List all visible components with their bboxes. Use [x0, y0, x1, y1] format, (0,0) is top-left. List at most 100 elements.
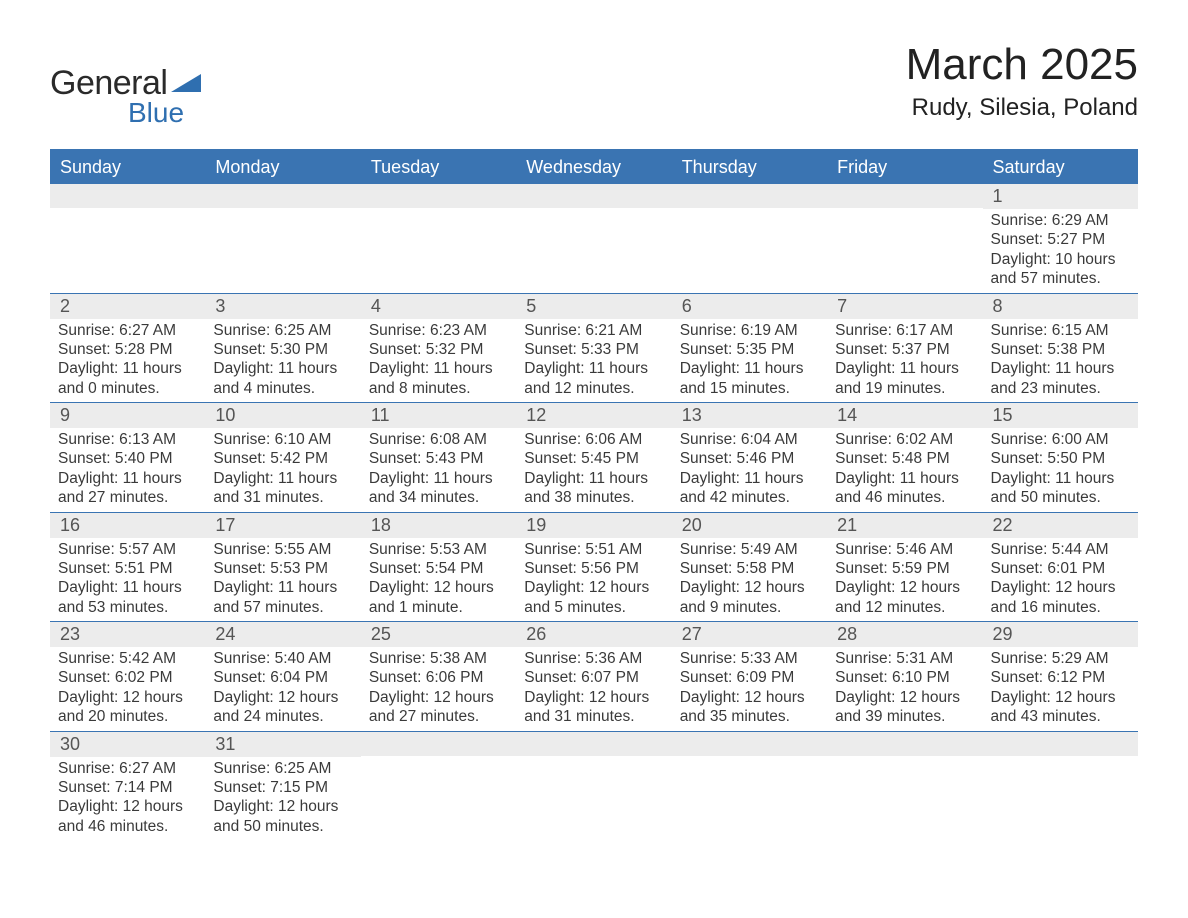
day-number [50, 184, 205, 208]
sunset-text: Sunset: 5:28 PM [58, 340, 197, 359]
daylight-text: Daylight: 11 hours [213, 469, 352, 488]
calendar-day: 13Sunrise: 6:04 AMSunset: 5:46 PMDayligh… [672, 403, 827, 512]
daylight-text: and 35 minutes. [680, 707, 819, 726]
daylight-text: Daylight: 12 hours [58, 688, 197, 707]
day-number: 9 [50, 403, 205, 428]
day-number: 24 [205, 622, 360, 647]
daylight-text: Daylight: 11 hours [58, 469, 197, 488]
day-details: Sunrise: 5:31 AMSunset: 6:10 PMDaylight:… [827, 647, 982, 727]
day-number: 31 [205, 732, 360, 757]
day-number: 29 [983, 622, 1138, 647]
daylight-text: Daylight: 12 hours [680, 688, 819, 707]
day-number: 11 [361, 403, 516, 428]
weekday-header: Tuesday [361, 151, 516, 184]
day-number: 15 [983, 403, 1138, 428]
day-number: 26 [516, 622, 671, 647]
calendar-day [672, 184, 827, 293]
sunset-text: Sunset: 6:09 PM [680, 668, 819, 687]
daylight-text: and 23 minutes. [991, 379, 1130, 398]
weekday-header: Sunday [50, 151, 205, 184]
sunrise-text: Sunrise: 6:23 AM [369, 321, 508, 340]
daylight-text: and 5 minutes. [524, 598, 663, 617]
sunrise-text: Sunrise: 6:08 AM [369, 430, 508, 449]
daylight-text: and 39 minutes. [835, 707, 974, 726]
calendar-day: 16Sunrise: 5:57 AMSunset: 5:51 PMDayligh… [50, 513, 205, 622]
sunset-text: Sunset: 5:59 PM [835, 559, 974, 578]
day-details: Sunrise: 5:38 AMSunset: 6:06 PMDaylight:… [361, 647, 516, 727]
day-number [516, 184, 671, 208]
sunrise-text: Sunrise: 5:42 AM [58, 649, 197, 668]
sunrise-text: Sunrise: 6:19 AM [680, 321, 819, 340]
daylight-text: Daylight: 12 hours [680, 578, 819, 597]
daylight-text: Daylight: 12 hours [835, 688, 974, 707]
calendar-day [361, 732, 516, 841]
calendar-day: 7Sunrise: 6:17 AMSunset: 5:37 PMDaylight… [827, 294, 982, 403]
sunset-text: Sunset: 5:58 PM [680, 559, 819, 578]
day-number [672, 184, 827, 208]
sunrise-text: Sunrise: 5:51 AM [524, 540, 663, 559]
calendar-week: 2Sunrise: 6:27 AMSunset: 5:28 PMDaylight… [50, 294, 1138, 404]
sunrise-text: Sunrise: 6:21 AM [524, 321, 663, 340]
calendar-day [827, 184, 982, 293]
calendar-day: 19Sunrise: 5:51 AMSunset: 5:56 PMDayligh… [516, 513, 671, 622]
daylight-text: Daylight: 11 hours [524, 359, 663, 378]
sunrise-text: Sunrise: 6:27 AM [58, 759, 197, 778]
sunrise-text: Sunrise: 5:29 AM [991, 649, 1130, 668]
sunset-text: Sunset: 5:40 PM [58, 449, 197, 468]
sunrise-text: Sunrise: 6:27 AM [58, 321, 197, 340]
daylight-text: Daylight: 11 hours [369, 359, 508, 378]
calendar-day: 25Sunrise: 5:38 AMSunset: 6:06 PMDayligh… [361, 622, 516, 731]
calendar-day [50, 184, 205, 293]
day-details: Sunrise: 6:02 AMSunset: 5:48 PMDaylight:… [827, 428, 982, 508]
day-details: Sunrise: 5:33 AMSunset: 6:09 PMDaylight:… [672, 647, 827, 727]
sunrise-text: Sunrise: 6:29 AM [991, 211, 1130, 230]
daylight-text: Daylight: 12 hours [213, 688, 352, 707]
daylight-text: Daylight: 11 hours [213, 359, 352, 378]
day-number: 16 [50, 513, 205, 538]
daylight-text: Daylight: 11 hours [680, 359, 819, 378]
sunset-text: Sunset: 5:51 PM [58, 559, 197, 578]
daylight-text: Daylight: 12 hours [991, 578, 1130, 597]
day-details: Sunrise: 5:29 AMSunset: 6:12 PMDaylight:… [983, 647, 1138, 727]
title-block: March 2025 Rudy, Silesia, Poland [906, 40, 1138, 122]
daylight-text: Daylight: 11 hours [835, 469, 974, 488]
calendar-day: 4Sunrise: 6:23 AMSunset: 5:32 PMDaylight… [361, 294, 516, 403]
daylight-text: and 43 minutes. [991, 707, 1130, 726]
daylight-text: Daylight: 12 hours [369, 578, 508, 597]
daylight-text: and 38 minutes. [524, 488, 663, 507]
sunrise-text: Sunrise: 5:33 AM [680, 649, 819, 668]
weekday-header: Monday [205, 151, 360, 184]
sunrise-text: Sunrise: 5:53 AM [369, 540, 508, 559]
weekday-header: Saturday [983, 151, 1138, 184]
sunset-text: Sunset: 5:37 PM [835, 340, 974, 359]
sunset-text: Sunset: 5:27 PM [991, 230, 1130, 249]
daylight-text: Daylight: 12 hours [991, 688, 1130, 707]
sunset-text: Sunset: 5:35 PM [680, 340, 819, 359]
header-region: General Blue March 2025 Rudy, Silesia, P… [50, 40, 1138, 129]
day-details: Sunrise: 6:29 AMSunset: 5:27 PMDaylight:… [983, 209, 1138, 289]
calendar-day [516, 184, 671, 293]
calendar-day: 2Sunrise: 6:27 AMSunset: 5:28 PMDaylight… [50, 294, 205, 403]
day-details: Sunrise: 5:46 AMSunset: 5:59 PMDaylight:… [827, 538, 982, 618]
location-subtitle: Rudy, Silesia, Poland [906, 94, 1138, 122]
sunrise-text: Sunrise: 5:38 AM [369, 649, 508, 668]
day-number [205, 184, 360, 208]
sunrise-text: Sunrise: 5:36 AM [524, 649, 663, 668]
day-details: Sunrise: 6:27 AMSunset: 5:28 PMDaylight:… [50, 319, 205, 399]
daylight-text: Daylight: 11 hours [213, 578, 352, 597]
calendar-week: 30Sunrise: 6:27 AMSunset: 7:14 PMDayligh… [50, 732, 1138, 841]
daylight-text: and 34 minutes. [369, 488, 508, 507]
calendar-week: 23Sunrise: 5:42 AMSunset: 6:02 PMDayligh… [50, 622, 1138, 732]
calendar-day: 31Sunrise: 6:25 AMSunset: 7:15 PMDayligh… [205, 732, 360, 841]
sunset-text: Sunset: 7:14 PM [58, 778, 197, 797]
day-details: Sunrise: 6:17 AMSunset: 5:37 PMDaylight:… [827, 319, 982, 399]
daylight-text: and 27 minutes. [369, 707, 508, 726]
day-number: 3 [205, 294, 360, 319]
daylight-text: and 1 minute. [369, 598, 508, 617]
daylight-text: Daylight: 11 hours [991, 469, 1130, 488]
calendar-day [205, 184, 360, 293]
day-details: Sunrise: 6:06 AMSunset: 5:45 PMDaylight:… [516, 428, 671, 508]
day-number: 23 [50, 622, 205, 647]
day-number: 25 [361, 622, 516, 647]
day-details: Sunrise: 5:57 AMSunset: 5:51 PMDaylight:… [50, 538, 205, 618]
